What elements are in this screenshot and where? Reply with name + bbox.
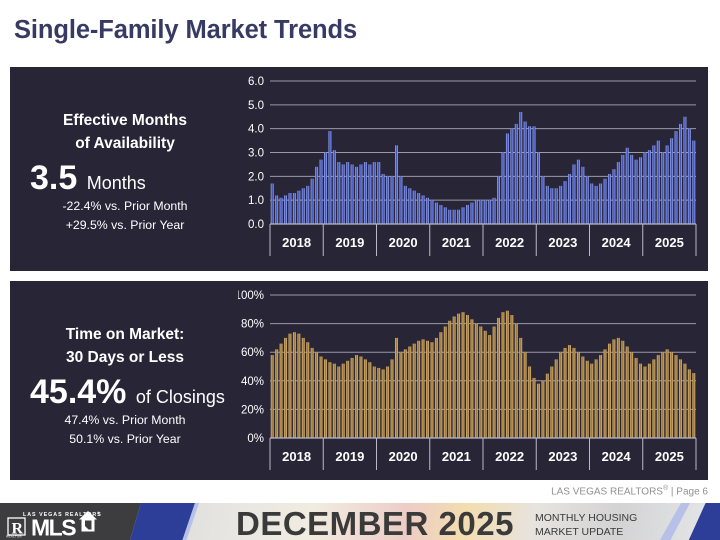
svg-text:2021: 2021	[442, 235, 471, 250]
svg-text:2018: 2018	[282, 235, 311, 250]
svg-text:80%: 80%	[241, 319, 264, 331]
svg-text:2025: 2025	[655, 449, 684, 464]
svg-text:1.0: 1.0	[248, 195, 264, 207]
svg-text:40%: 40%	[241, 376, 264, 388]
svg-text:2020: 2020	[389, 449, 418, 464]
svg-text:2022: 2022	[495, 235, 524, 250]
svg-text:2024: 2024	[602, 449, 632, 464]
svg-text:2019: 2019	[335, 449, 364, 464]
svg-text:4.0: 4.0	[248, 124, 264, 136]
svg-text:REALTOR: REALTOR	[6, 535, 23, 539]
svg-text:20%: 20%	[241, 404, 264, 416]
svg-text:2024: 2024	[602, 235, 632, 250]
svg-text:60%: 60%	[241, 347, 264, 359]
svg-text:3.0: 3.0	[248, 148, 264, 160]
svg-text:2018: 2018	[282, 449, 311, 464]
svg-text:6.0: 6.0	[248, 76, 264, 88]
svg-text:100%: 100%	[238, 290, 264, 302]
svg-text:2.0: 2.0	[248, 171, 264, 183]
svg-text:2025: 2025	[655, 235, 684, 250]
svg-text:MLS: MLS	[31, 515, 76, 540]
svg-text:®: ®	[97, 511, 100, 516]
svg-text:5.0: 5.0	[248, 100, 264, 112]
svg-text:2021: 2021	[442, 449, 471, 464]
svg-text:0.0: 0.0	[248, 219, 264, 231]
svg-text:2022: 2022	[495, 449, 524, 464]
svg-text:2023: 2023	[548, 235, 577, 250]
svg-text:0%: 0%	[247, 433, 264, 445]
svg-text:2019: 2019	[335, 235, 364, 250]
svg-text:2023: 2023	[548, 449, 577, 464]
svg-text:2020: 2020	[389, 235, 418, 250]
